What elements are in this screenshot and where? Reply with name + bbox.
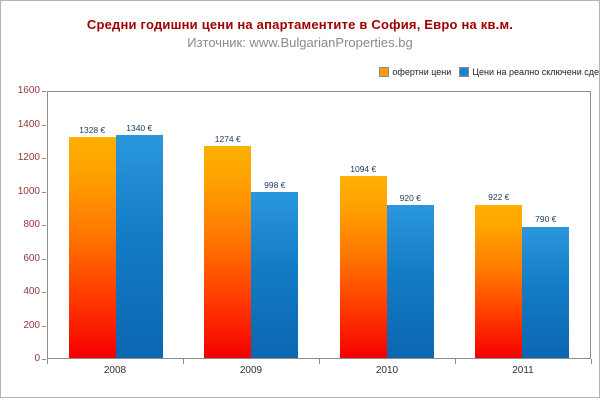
legend: офертни цени Цени на реално сключени сде: [373, 67, 599, 77]
x-tick-mark: [455, 359, 456, 364]
bar-group-2010: 1094 € 920 €: [319, 92, 455, 358]
bar-group-2011: 922 € 790 €: [455, 92, 591, 358]
legend-item-deal-prices: Цени на реално сключени сде: [459, 67, 599, 77]
x-axis-ticks: [47, 359, 592, 364]
bar-value-label: 922 €: [488, 192, 510, 203]
y-tick-label: 1000: [17, 185, 47, 197]
bar-column: 922 €: [475, 92, 523, 358]
x-tick-mark: [319, 359, 320, 364]
bar-column: 1340 €: [115, 92, 163, 358]
y-tick-label: 400: [23, 286, 46, 297]
bar-column: 920 €: [386, 92, 434, 358]
bar-value-label: 790 €: [535, 214, 557, 225]
bar-value-label: 920 €: [399, 192, 421, 203]
bar-2008-series-0: [68, 137, 116, 358]
bar-column: 1274 €: [204, 92, 252, 358]
legend-item-offer-prices: офертни цени: [379, 67, 451, 77]
x-tick-mark: [183, 359, 184, 364]
y-tick-label: 200: [23, 319, 46, 331]
bar-value-label: 1274 €: [214, 133, 241, 144]
bar-group-2008: 1328 € 1340 €: [48, 92, 184, 358]
bar-2008-series-1: [115, 135, 163, 358]
bar-group-2009: 1274 € 998 €: [184, 92, 320, 358]
x-tick-mark: [591, 359, 592, 364]
chart-subtitle: Източник: www.BulgarianProperties.bg: [187, 35, 413, 50]
bar-value-label: 1340 €: [126, 122, 153, 133]
x-tick-mark: [47, 359, 48, 364]
orange-swatch-icon: [379, 67, 390, 77]
y-tick-label: 0: [34, 353, 46, 364]
y-tick-label: 1600: [17, 85, 47, 96]
bar-2011-series-1: [522, 226, 570, 358]
legend-label-offer-prices: офертни цени: [392, 67, 452, 77]
x-axis-label-2010: 2010: [375, 365, 399, 376]
bar-column: 790 €: [522, 92, 570, 358]
bar-2009-series-1: [251, 192, 299, 358]
x-axis: 2008 2009 2010 2011: [47, 365, 591, 376]
chart-title: Средни годишни цени на апартаментите в С…: [86, 17, 514, 32]
legend-label-deal-prices: Цени на реално сключени сде: [472, 67, 599, 77]
bar-value-label: 1094 €: [350, 163, 377, 174]
y-tick-label: 1400: [17, 118, 47, 130]
bar-column: 1328 €: [68, 92, 116, 358]
bar-2011-series-0: [475, 204, 523, 358]
y-tick-label: 800: [23, 219, 46, 230]
bar-2010-series-0: [339, 176, 387, 358]
y-tick-label: 600: [23, 252, 46, 264]
chart-body: 0 200 400 600 800 1000 1200 1400 1600 1328 € 1340…: [11, 86, 591, 364]
bar-column: 1094 €: [339, 92, 387, 358]
bar-value-label: 1328 €: [79, 124, 106, 135]
plot-area: 1328 € 1340 € 1274 € 998 € 1094 € 920 € 922 € 7…: [47, 91, 591, 359]
y-tick-label: 1200: [17, 152, 47, 163]
x-axis-label-2009: 2009: [239, 365, 263, 376]
blue-swatch-icon: [459, 67, 470, 77]
bar-2010-series-1: [386, 205, 434, 358]
bar-column: 998 €: [251, 92, 299, 358]
bar-2009-series-0: [204, 146, 252, 358]
bar-value-label: 998 €: [264, 179, 286, 190]
x-axis-label-2011: 2011: [512, 365, 534, 376]
x-axis-label-2008: 2008: [103, 365, 127, 376]
y-axis: 0 200 400 600 800 1000 1200 1400 1600: [11, 86, 47, 364]
